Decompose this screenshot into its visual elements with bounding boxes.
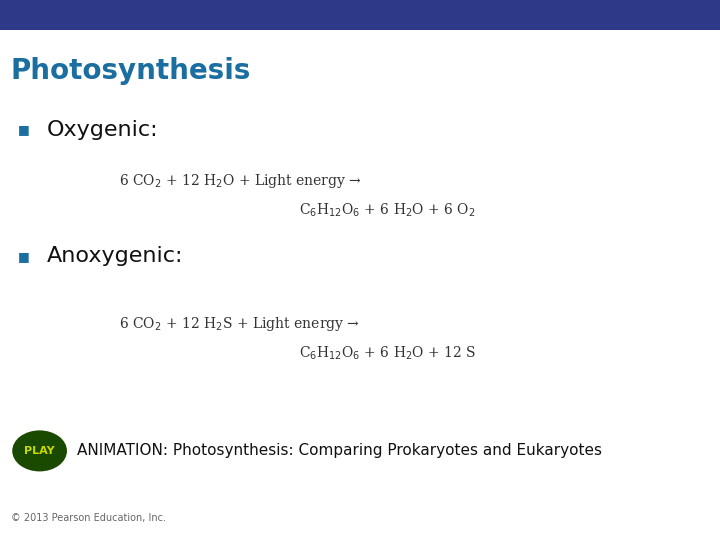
Text: C$_6$H$_{12}$O$_6$ + 6 H$_2$O + 12 S: C$_6$H$_{12}$O$_6$ + 6 H$_2$O + 12 S — [299, 345, 476, 362]
Text: 6 CO$_2$ + 12 H$_2$S + Light energy →: 6 CO$_2$ + 12 H$_2$S + Light energy → — [119, 315, 360, 333]
Text: Anoxygenic:: Anoxygenic: — [47, 246, 184, 267]
Text: 6 CO$_2$ + 12 H$_2$O + Light energy →: 6 CO$_2$ + 12 H$_2$O + Light energy → — [119, 172, 361, 190]
Text: ■: ■ — [18, 250, 30, 263]
Text: ■: ■ — [18, 123, 30, 136]
Text: ANIMATION: Photosynthesis: Comparing Prokaryotes and Eukaryotes: ANIMATION: Photosynthesis: Comparing Pro… — [77, 443, 602, 458]
Text: C$_6$H$_{12}$O$_6$ + 6 H$_2$O + 6 O$_2$: C$_6$H$_{12}$O$_6$ + 6 H$_2$O + 6 O$_2$ — [299, 202, 475, 219]
Text: © 2013 Pearson Education, Inc.: © 2013 Pearson Education, Inc. — [11, 514, 166, 523]
Text: PLAY: PLAY — [24, 446, 55, 456]
Text: Oxygenic:: Oxygenic: — [47, 119, 158, 140]
Circle shape — [12, 430, 67, 471]
Bar — [0, 0, 720, 30]
Text: Photosynthesis: Photosynthesis — [11, 57, 251, 85]
